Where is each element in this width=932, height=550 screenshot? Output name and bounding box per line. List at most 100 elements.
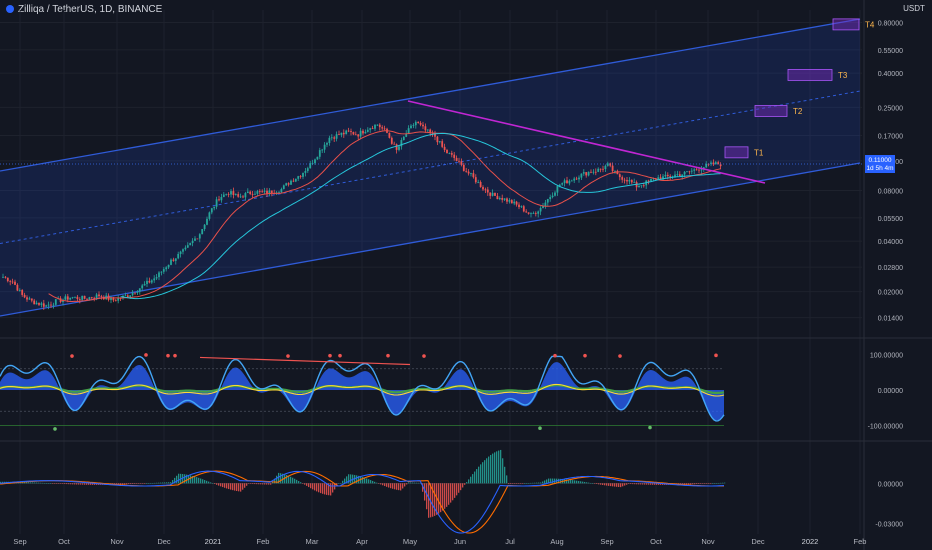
candle-body — [551, 195, 554, 198]
macd-hist-bar — [510, 483, 512, 484]
candle-body — [496, 195, 499, 200]
candle-body — [66, 296, 69, 300]
time-axis-tick: Jul — [505, 537, 515, 546]
macd-hist-bar — [540, 482, 542, 484]
candle-body — [568, 180, 571, 184]
candle-body — [542, 206, 544, 209]
candle-body — [354, 134, 357, 136]
candle-body — [429, 129, 432, 133]
macd-hist-bar — [122, 483, 124, 485]
macd-hist-bar — [210, 482, 212, 484]
candle-body — [712, 162, 715, 165]
macd-hist-bar — [570, 479, 572, 484]
time-axis-tick: Nov — [110, 537, 124, 546]
trendline — [407, 100, 766, 184]
macd-hist-bar — [434, 483, 436, 516]
macd-hist-bar — [566, 479, 568, 484]
candle-body — [251, 193, 254, 195]
candle-body — [366, 129, 369, 132]
candle-body — [546, 199, 549, 203]
macd-hist-bar — [716, 483, 718, 484]
macd-hist-bar — [620, 483, 622, 488]
candle-body — [182, 249, 184, 252]
macd-hist-bar — [318, 483, 320, 493]
macd-hist-bar — [550, 478, 552, 484]
macd-hist-bar — [278, 472, 280, 484]
price-candles — [2, 120, 722, 310]
macd-hist-bar — [56, 483, 58, 484]
macd-hist-bar — [406, 483, 408, 485]
candle-body — [534, 213, 537, 214]
macd-hist-bar — [422, 483, 424, 492]
macd-hist-bar — [156, 482, 158, 484]
macd-hist-bar — [154, 482, 156, 484]
macd-hist-bar — [394, 483, 396, 490]
macd-hist-bar — [608, 483, 610, 486]
candle-body — [71, 297, 74, 299]
macd-hist-bar — [634, 483, 636, 485]
candle-body — [28, 298, 31, 300]
macd-hist-bar — [476, 469, 478, 484]
macd-hist-bar — [630, 483, 632, 485]
candle-body — [210, 208, 213, 213]
candle-body — [95, 294, 98, 299]
candle-body — [441, 141, 444, 147]
candle-body — [390, 137, 393, 144]
candle-body — [585, 172, 588, 176]
macd-hist-bar — [484, 460, 486, 484]
candle-body — [201, 229, 204, 235]
candle-body — [230, 191, 232, 195]
time-axis-tick: May — [403, 537, 417, 546]
macd-hist-bar — [208, 481, 210, 484]
macd-hist-bar — [330, 483, 332, 496]
candle-body — [42, 303, 45, 307]
candle-body — [513, 201, 516, 204]
candle-body — [630, 180, 633, 183]
macd-hist-bar — [614, 483, 616, 487]
candle-body — [374, 124, 376, 129]
macd-hist-bar — [244, 483, 246, 488]
macd-hist-bar — [172, 480, 174, 484]
candle-body — [105, 295, 108, 300]
candle-body — [292, 180, 295, 182]
macd-hist-bar — [610, 483, 612, 487]
candle-body — [676, 174, 679, 176]
macd-hist-bar — [552, 478, 554, 484]
last-price-badge-text: 1d 5h 4m — [866, 165, 893, 172]
macd-hist-bar — [166, 482, 168, 484]
macd-hist-bar — [706, 483, 708, 484]
macd-hist-bar — [376, 482, 378, 484]
macd-signal-line — [0, 470, 724, 534]
candle-body — [405, 133, 408, 137]
macd-hist-bar — [392, 483, 394, 489]
macd-hist-bar — [518, 483, 520, 484]
macd-hist-bar — [532, 482, 534, 484]
macd-hist-bar — [340, 483, 342, 484]
ma-fast-line — [48, 130, 721, 302]
macd-hist-bar — [642, 483, 644, 485]
macd-hist-bar — [306, 483, 308, 486]
macd-hist-bar — [224, 483, 226, 488]
macd-hist-bar — [714, 483, 716, 484]
candle-body — [54, 299, 57, 305]
macd-hist-bar — [658, 483, 660, 485]
candle-body — [302, 172, 304, 177]
macd-hist-bar — [194, 476, 196, 484]
macd-hist-bar — [694, 483, 696, 485]
candle-body — [503, 198, 506, 200]
macd-hist-bar — [390, 483, 392, 489]
candle-body — [446, 149, 448, 154]
candle-body — [482, 187, 484, 190]
price-axis-tick: 0.08000 — [878, 189, 903, 196]
candle-body — [160, 271, 163, 273]
candle-body — [434, 133, 436, 137]
macd-hist-bar — [558, 478, 560, 484]
macd-hist-bar — [250, 483, 252, 484]
candle-body — [383, 128, 386, 130]
macd-hist-bar — [574, 480, 576, 484]
candle-body — [263, 190, 266, 192]
price-axis-tick: 0.80000 — [878, 21, 903, 28]
candle-body — [448, 153, 451, 154]
macd-hist-bar — [262, 483, 264, 485]
